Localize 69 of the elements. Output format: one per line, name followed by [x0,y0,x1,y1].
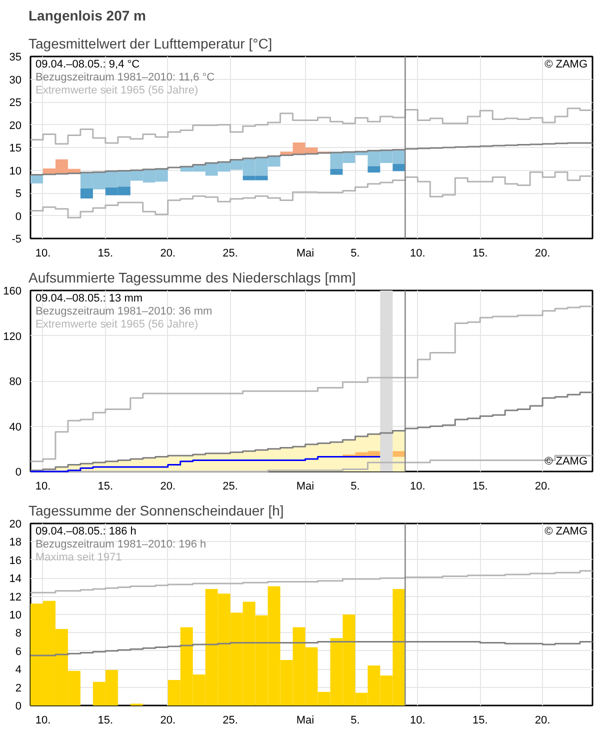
x-tick-label: 15. [98,480,114,492]
annotation: © ZAMG [544,526,588,538]
x-tick-label: Mai [296,248,314,260]
y-tick-label: 12 [9,591,22,604]
bar [30,174,43,184]
x-tick-label: 20. [160,480,176,492]
x-tick-label: 25. [222,248,238,260]
x-tick-label: 10. [410,480,426,492]
x-tick-label: Mai [296,714,314,726]
y-tick-label: 0 [15,210,22,223]
y-tick-label: 160 [3,286,22,298]
x-tick-label: 20. [160,248,176,260]
y-tick-label: 5 [15,188,22,200]
x-tick-label: 20. [534,248,550,260]
y-tick-label: 6 [15,646,22,658]
x-tick-label: 10. [410,248,426,260]
x-tick-label: 10. [35,714,51,726]
x-tick-label: 15. [98,714,114,726]
y-tick-label: 16 [9,554,22,567]
annotation: © ZAMG [544,58,588,70]
annotation: 09.04.–08.05.: 13 mm [36,292,143,304]
text: Bezugszeitraum 1981–2010: 36 mm [36,306,212,318]
y-tick-label: 25 [9,97,22,109]
x-tick-label: 25. [222,714,238,726]
y-tick-label: 35 [9,52,22,64]
chart-title: Aufsummierte Tagessumme des Niederschlags [mm] [28,270,356,286]
x-tick-label: 5. [350,480,360,492]
text: Extremwerte seit 1965 (56 Jahre) [36,318,198,330]
y-tick-label: 14 [9,573,22,586]
chart-subtitle: Tagesmittelwert der Lufttemperatur [°C] [28,36,272,52]
x-tick-label: 15. [98,248,114,260]
y-tick-label: 120 [3,330,22,343]
y-tick-label: 40 [9,421,22,434]
y-tick-label: 10 [9,165,22,178]
text: Maxima seit 1971 [36,552,122,564]
y-tick-label: -5 [12,234,22,246]
x-tick-label: 20. [160,714,176,726]
text: Extremwerte seit 1965 (56 Jahre) [36,84,198,96]
y-tick-label: 4 [15,664,22,676]
y-tick-label: 8 [15,628,22,640]
y-tick-label: 20 [9,518,22,530]
y-tick-label: 2 [15,682,22,694]
annotation: 09.04.–08.05.: 186 h [36,526,136,538]
x-tick-label: 25. [222,480,238,492]
chart-title: Langenlois 207 m [28,8,146,24]
y-tick-label: 0 [15,466,22,478]
y-tick-label: 30 [9,74,22,86]
text: Bezugszeitraum 1981–2010: 196 h [36,538,206,550]
x-tick-label: 5. [350,714,360,726]
y-tick-label: 18 [9,536,22,549]
annotation: © ZAMG [544,456,588,468]
y-tick-label: 20 [9,120,22,132]
x-tick-label: 15. [472,714,488,726]
x-tick-label: 15. [472,480,488,492]
y-tick-label: 15 [9,142,22,154]
x-tick-label: 5. [350,248,360,260]
x-tick-label: Mai [296,480,314,492]
x-tick-label: 10. [35,480,51,492]
y-tick-label: 80 [9,376,22,388]
chart-title: Tagessumme der Sonnenscheindauer [h] [28,502,284,518]
text: Bezugszeitraum 1981–2010: 11,6 °C [36,72,215,84]
y-tick-label: 0 [15,700,22,712]
annotation: 09.04.–08.05.: 9,4 °C [36,58,140,70]
x-tick-label: 15. [472,248,488,260]
x-tick-label: 20. [534,480,550,492]
x-tick-label: 20. [534,714,550,726]
x-tick-label: 10. [410,714,426,726]
y-tick-label: 10 [9,610,22,622]
x-tick-label: 10. [35,248,51,260]
